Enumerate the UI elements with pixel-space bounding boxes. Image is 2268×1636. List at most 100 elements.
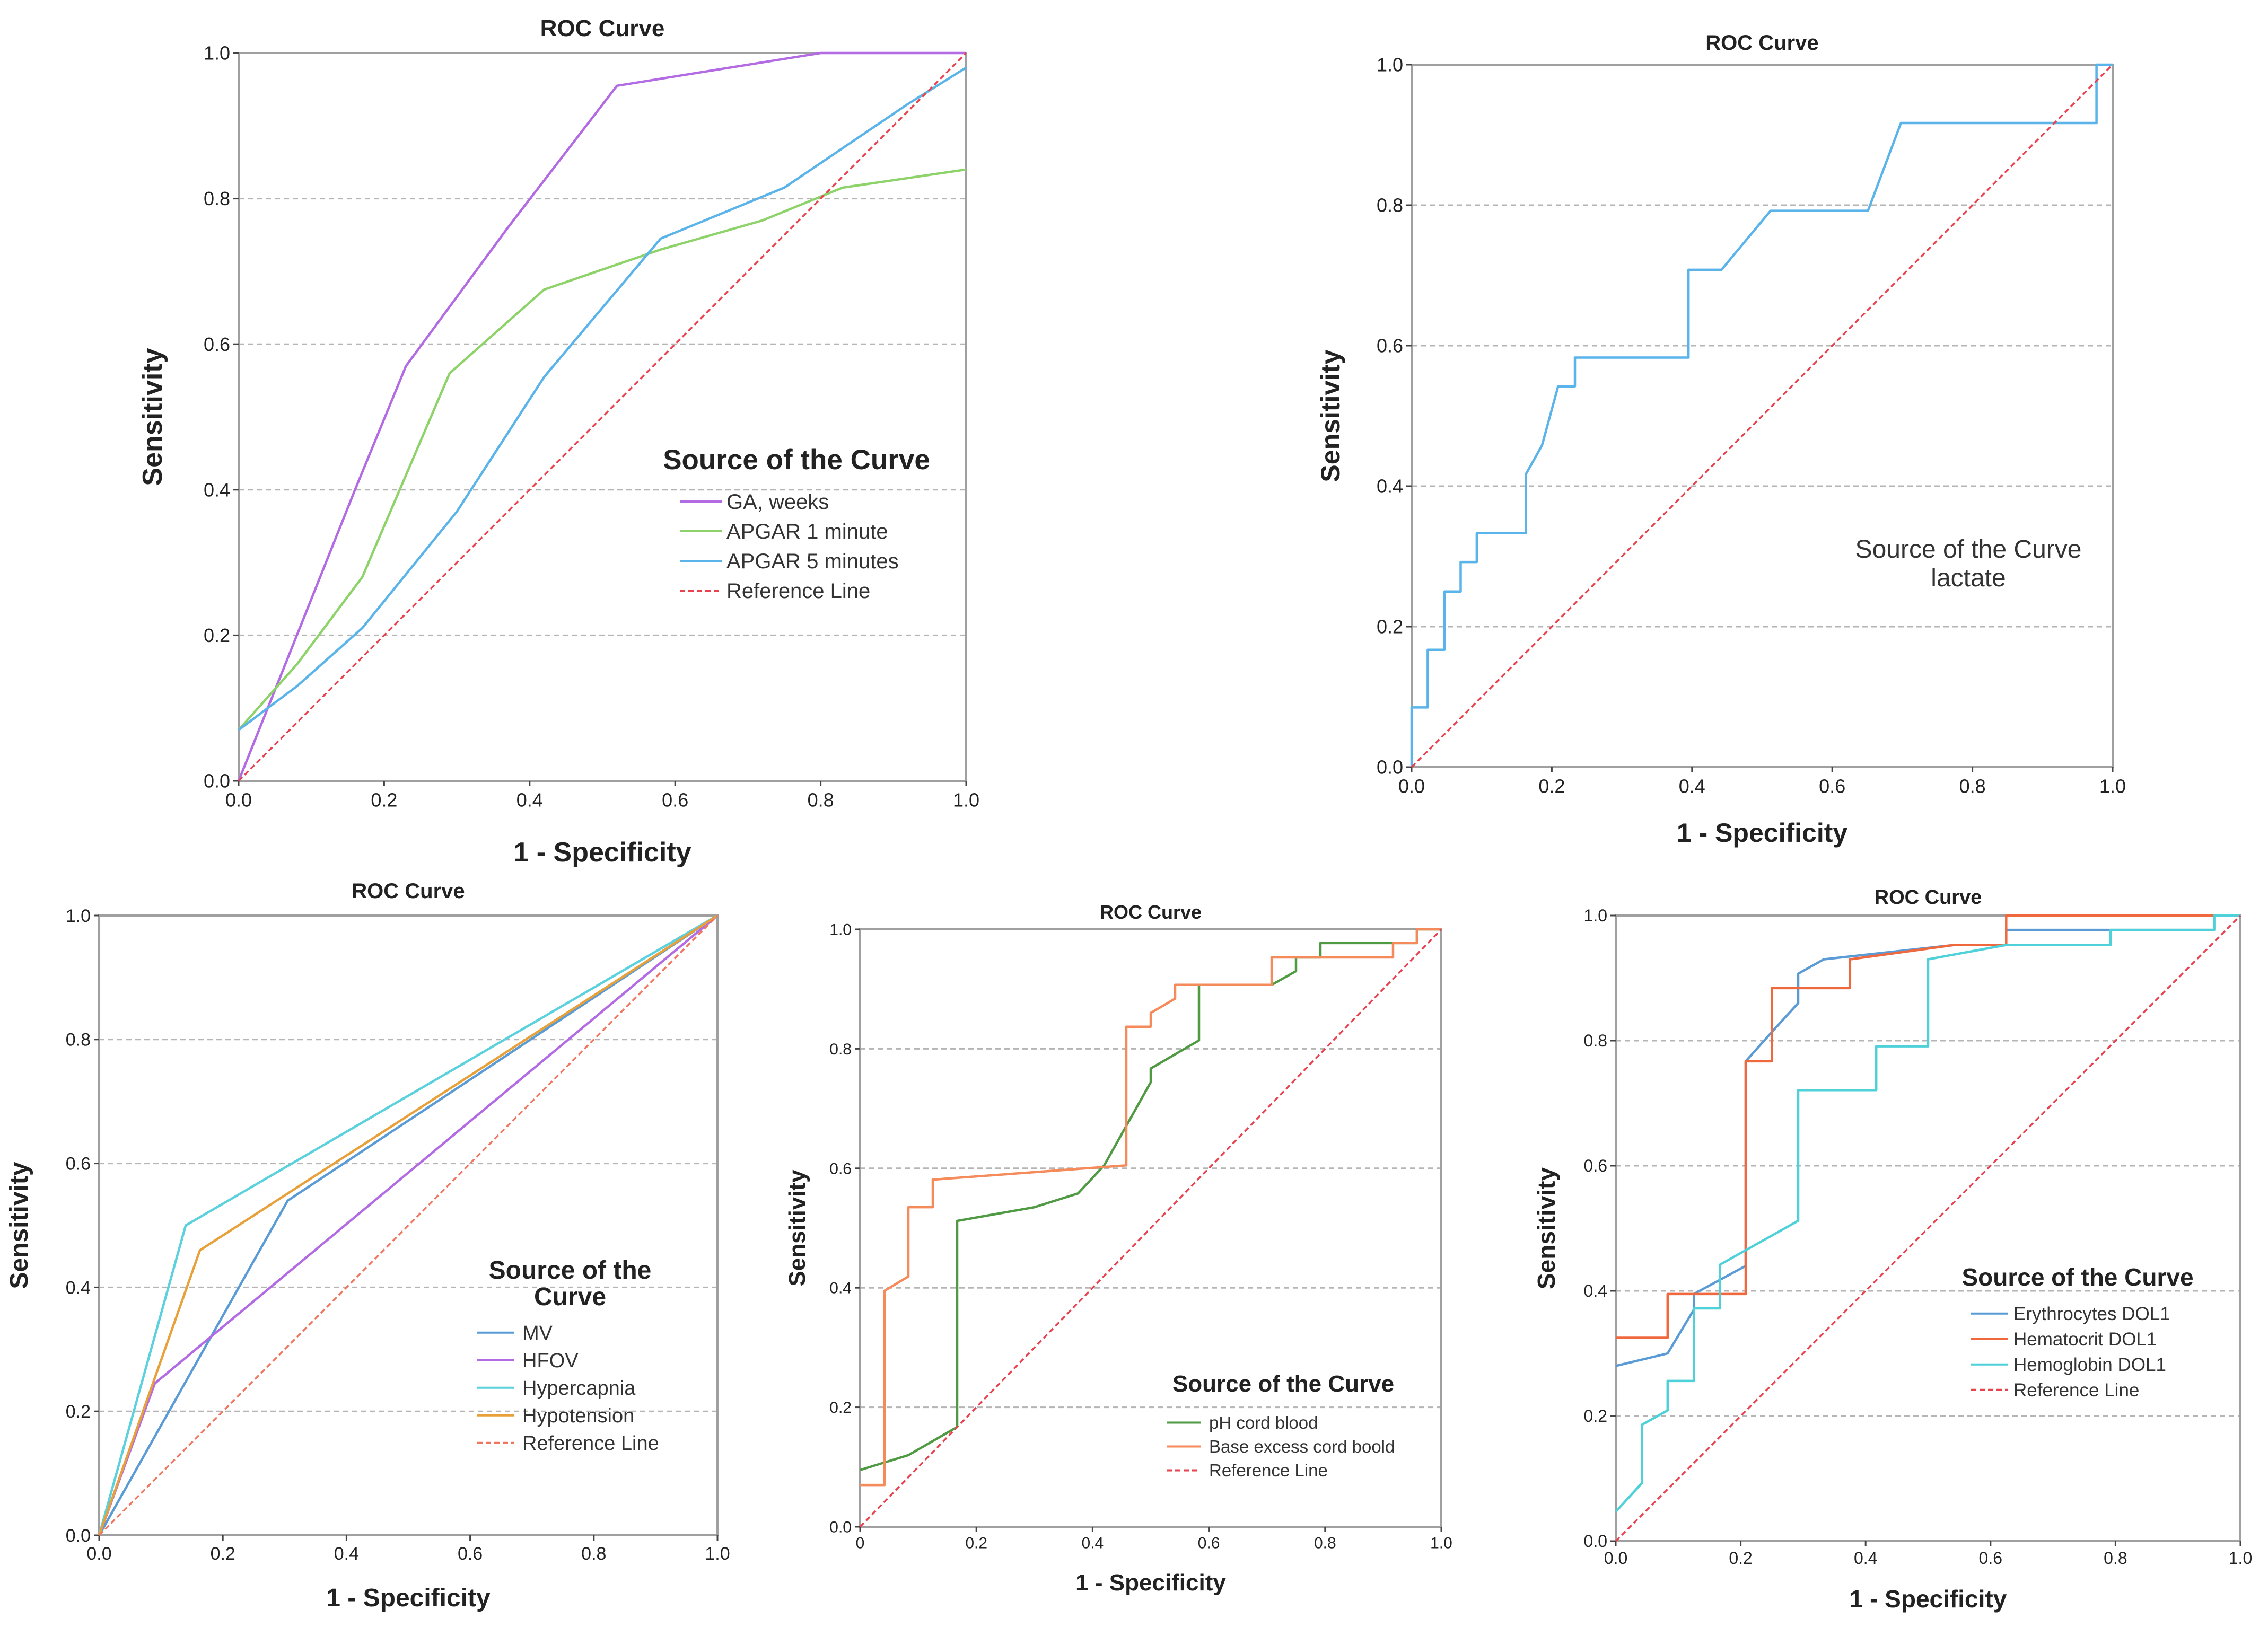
y-tick-label: 0.2 — [1584, 1406, 1607, 1426]
y-tick-label: 0.8 — [1584, 1031, 1607, 1050]
plot-frame — [98, 914, 719, 1536]
x-tick-label: 0.4 — [516, 789, 543, 811]
y-tick-label: 0.8 — [1377, 195, 1403, 216]
series-line-ga-weeks — [237, 51, 966, 781]
legend-item-label: Reference Line — [2013, 1380, 2139, 1401]
x-tick-label: 0.0 — [1604, 1549, 1627, 1568]
x-tick-label: 0.2 — [1538, 776, 1565, 797]
x-tick-label: 0.2 — [965, 1535, 987, 1552]
y-axis-label: Sensitivity — [5, 1162, 33, 1289]
y-tick-label: 0.4 — [1377, 476, 1403, 497]
y-tick-label: 0.8 — [204, 188, 230, 209]
chart-title: ROC Curve — [1100, 901, 1202, 923]
legend-title: Source of the — [489, 1256, 652, 1285]
x-tick-label: 0.2 — [1729, 1549, 1752, 1568]
y-tick-label: 0.2 — [1377, 616, 1403, 638]
legend-title: Source of the Curve — [1961, 1263, 2193, 1291]
legend-item-label: Reference Line — [522, 1432, 659, 1455]
y-tick-label: 0.2 — [204, 625, 230, 646]
series-line-reference-line — [859, 928, 1442, 1528]
plot-frame — [859, 928, 1442, 1528]
legend-item-label: Reference Line — [726, 579, 870, 603]
legend-item-label: APGAR 5 minutes — [726, 550, 899, 573]
x-tick-label: 0.2 — [211, 1544, 235, 1564]
y-tick-label: 0.8 — [66, 1030, 91, 1050]
y-tick-label: 0.0 — [66, 1526, 91, 1546]
x-tick-label: 0.6 — [662, 789, 688, 811]
legend-item-label: Hematocrit DOL1 — [2013, 1329, 2157, 1350]
legend-item-label: Hypotension — [522, 1405, 634, 1427]
chart-panel-4: ROC Curve 0.0 0.2 0.4 0.6 0.8 1.0 0 0.2 0.4 0.6 0.8… — [784, 901, 1452, 1596]
chart-panel-3: ROC Curve 0.0 0.2 0.4 0.6 0.8 1.0 0.0 0.2 0.4 0.6 0… — [5, 879, 730, 1612]
x-axis-label: 1 - Specificity — [513, 837, 691, 868]
x-tick-label: 0 — [856, 1535, 865, 1552]
x-tick-label: 1.0 — [705, 1544, 730, 1564]
chart-title: ROC Curve — [1875, 886, 1982, 909]
legend-item-label: Erythrocytes DOL1 — [2013, 1304, 2170, 1324]
y-tick-label: 0.6 — [1584, 1156, 1607, 1175]
x-tick-label: 0.4 — [334, 1544, 359, 1564]
plot-frame — [238, 52, 967, 782]
y-tick-label: 0.4 — [1584, 1281, 1607, 1300]
y-tick-label: 0.4 — [829, 1280, 852, 1297]
x-axis-label: 1 - Specificity — [1677, 818, 1848, 848]
x-tick-label: 1.0 — [2229, 1549, 2252, 1568]
x-tick-label: 1.0 — [1430, 1535, 1452, 1552]
legend-title: Source of the Curve — [1172, 1371, 1394, 1397]
y-tick-label: 1.0 — [829, 921, 852, 939]
series-line-apgar-1-minute — [238, 168, 967, 731]
x-tick-label: 0.6 — [1819, 776, 1845, 797]
chart-title: ROC Curve — [352, 879, 465, 903]
legend-item-label: Hypercapnia — [522, 1377, 636, 1400]
series-line-mv — [98, 914, 719, 1536]
y-tick-label: 1.0 — [1584, 906, 1607, 925]
x-tick-label: 0.0 — [1398, 776, 1425, 797]
chart-annotation: lactate — [1931, 564, 2006, 592]
x-tick-label: 1.0 — [953, 789, 979, 811]
x-tick-label: 0.0 — [225, 789, 252, 811]
y-tick-label: 0.4 — [66, 1278, 91, 1298]
y-axis-label: Sensitivity — [784, 1169, 810, 1287]
series-line-reference-line — [1615, 914, 2241, 1542]
plot-frame — [1615, 914, 2241, 1542]
plot-frame — [1411, 64, 2114, 768]
x-tick-label: 0.6 — [1198, 1535, 1220, 1552]
y-tick-label: 0.0 — [1584, 1532, 1607, 1551]
x-tick-label: 0.8 — [808, 789, 834, 811]
x-tick-label: 0.6 — [458, 1544, 483, 1564]
y-tick-label: 1.0 — [1377, 54, 1403, 76]
y-tick-label: 0.2 — [829, 1399, 852, 1417]
x-tick-label: 0.8 — [1314, 1535, 1336, 1552]
series-line-reference-line — [98, 914, 719, 1536]
legend-item-label: Reference Line — [1209, 1461, 1328, 1480]
chart-title: ROC Curve — [540, 15, 665, 41]
x-tick-label: 0.8 — [1959, 776, 1986, 797]
chart-title: ROC Curve — [1705, 31, 1818, 55]
x-tick-label: 0.8 — [581, 1544, 606, 1564]
y-tick-label: 1.0 — [204, 42, 230, 64]
x-tick-label: 0.4 — [1082, 1535, 1104, 1552]
x-tick-label: 0.4 — [1854, 1549, 1877, 1568]
series-line-hypercapnia — [98, 914, 719, 1536]
series-line-lactate — [1410, 63, 2113, 767]
y-tick-label: 0.2 — [66, 1402, 91, 1422]
series-line-base-excess-cord-boold — [860, 928, 1441, 1487]
y-tick-label: 0.6 — [66, 1154, 91, 1174]
series-line-hemoglobin-dol1 — [1615, 914, 2240, 1513]
x-tick-label: 0.8 — [2104, 1549, 2127, 1568]
series-line-apgar-5-minutes — [238, 66, 967, 731]
series-line-reference-line — [1411, 64, 2114, 768]
x-tick-label: 1.0 — [2099, 776, 2126, 797]
y-axis-label: Sensitivity — [1316, 349, 1345, 482]
y-tick-label: 0.6 — [1377, 335, 1403, 357]
legend-item-label: Base excess cord boold — [1209, 1437, 1395, 1456]
series-line-hypotension — [98, 914, 719, 1536]
legend-title: Curve — [534, 1283, 606, 1311]
y-tick-label: 1.0 — [66, 906, 91, 926]
y-tick-label: 0.0 — [204, 770, 230, 792]
series-line-ph-cord-blood — [860, 928, 1441, 1472]
chart-panel-5: ROC Curve 0.0 0.2 0.4 0.6 0.8 1.0 0.0 0.2 0.4 0.6 0… — [1533, 886, 2252, 1613]
x-axis-label: 1 - Specificity — [1850, 1585, 2007, 1613]
legend-item-label: pH cord blood — [1209, 1413, 1318, 1432]
legend-item-label: GA, weeks — [726, 490, 829, 514]
